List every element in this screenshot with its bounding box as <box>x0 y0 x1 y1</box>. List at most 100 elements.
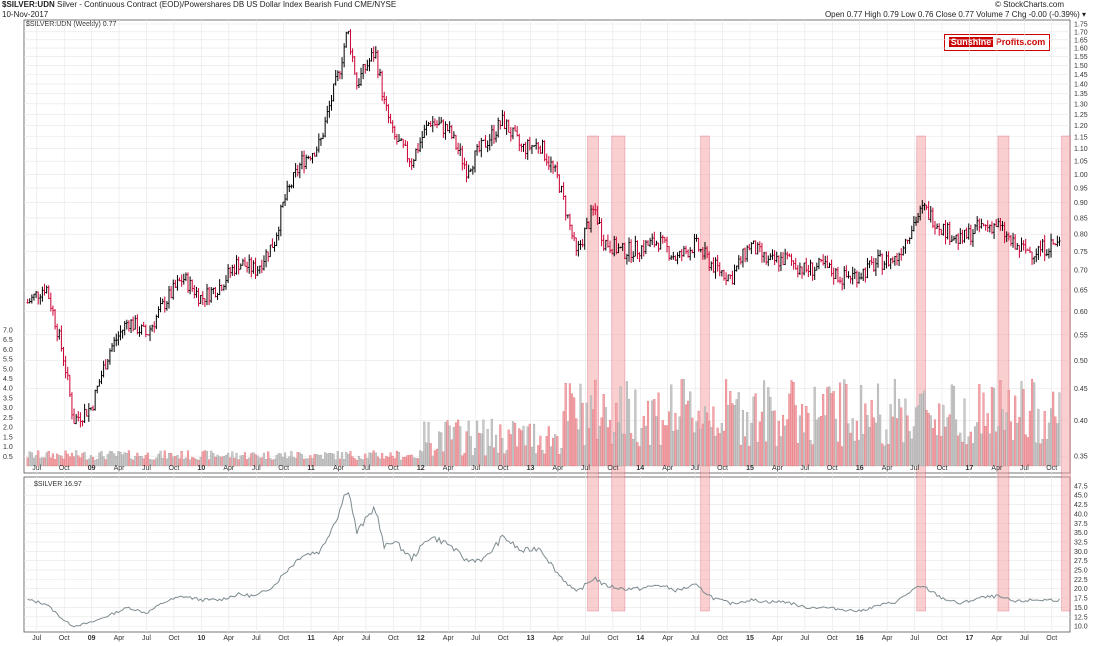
volume-bar <box>193 457 196 467</box>
volume-bar <box>305 458 308 467</box>
volume-bar <box>271 459 274 467</box>
volume-bar <box>28 451 31 467</box>
volume-tick-label: 6.5 <box>3 337 13 344</box>
volume-bar <box>328 453 331 467</box>
volume-bar <box>104 459 107 467</box>
volume-bar <box>906 415 909 467</box>
volume-bar <box>963 398 966 467</box>
volume-bar <box>459 426 462 467</box>
volume-bar <box>378 458 382 467</box>
volume-bar <box>769 396 772 467</box>
x-tick-label: 16 <box>856 635 864 642</box>
volume-bar <box>288 456 291 467</box>
volume-bar <box>687 400 690 467</box>
volume-bar <box>277 453 280 467</box>
volume-bar <box>885 429 888 467</box>
volume-bar <box>423 421 426 467</box>
volume-bar <box>1007 390 1010 467</box>
volume-bar <box>668 411 671 467</box>
volume-bar <box>431 455 434 467</box>
volume-bar <box>737 392 740 467</box>
x-tick-label: Oct <box>1046 635 1057 642</box>
volume-bar <box>936 435 939 467</box>
x-tick-label: Apr <box>662 635 674 642</box>
volume-bar <box>208 459 211 467</box>
lower-legend: $SILVER 16.97 <box>34 481 82 488</box>
volume-bar <box>425 442 428 467</box>
volume-bar <box>313 454 316 467</box>
volume-bar <box>113 453 116 467</box>
volume-bar <box>488 445 491 467</box>
volume-bar <box>182 459 185 467</box>
volume-bar <box>1014 395 1017 467</box>
y-tick-label: 1.65 <box>1074 37 1088 44</box>
volume-bar <box>503 453 506 467</box>
volume-bar <box>1003 430 1006 467</box>
volume-bar <box>85 459 88 467</box>
x-tick-label: 09 <box>88 465 96 472</box>
x-tick-label: Oct <box>388 465 399 472</box>
highlight-zone <box>997 135 1010 612</box>
volume-bar <box>570 393 574 467</box>
volume-bar <box>157 453 160 467</box>
x-tick-label: 17 <box>966 635 974 642</box>
volume-bar <box>298 452 301 467</box>
volume-bar <box>604 407 607 467</box>
volume-bar <box>817 417 820 467</box>
volume-bar <box>689 391 692 467</box>
y-tick-label: 1.75 <box>1074 22 1088 29</box>
volume-bar <box>98 452 101 467</box>
lower-y-tick-label: 40.0 <box>1074 511 1088 518</box>
volume-bar <box>1037 408 1040 467</box>
volume-bar <box>167 453 171 467</box>
volume-bar <box>682 379 685 467</box>
volume-bar <box>731 403 734 467</box>
volume-bar <box>784 425 787 467</box>
x-tick-label: Jul <box>252 635 261 642</box>
x-tick-label: Jul <box>581 465 590 472</box>
volume-bar <box>136 452 139 467</box>
volume-bar <box>195 459 198 467</box>
volume-bar <box>746 412 749 467</box>
volume-bar <box>581 403 584 467</box>
lower-y-tick-label: 35.0 <box>1074 530 1088 537</box>
lower-y-tick-label: 22.5 <box>1074 577 1088 584</box>
volume-bar <box>140 455 143 467</box>
volume-tick-label: 1.0 <box>3 444 13 451</box>
volume-bar <box>106 454 109 467</box>
volume-bar <box>1005 412 1008 467</box>
volume-bar <box>955 419 958 467</box>
volume-bar <box>533 423 536 467</box>
volume-bar <box>537 445 540 467</box>
volume-bar <box>35 455 38 467</box>
volume-bar <box>940 435 943 467</box>
volume-bar <box>66 453 69 467</box>
volume-bar <box>615 402 618 467</box>
volume-bar <box>606 427 609 467</box>
volume-bar <box>725 379 728 467</box>
volume-bar <box>132 459 135 467</box>
volume-bar <box>326 453 329 467</box>
volume-bar <box>408 455 411 467</box>
volume-bar <box>944 426 947 467</box>
volume-bar <box>803 432 806 467</box>
volume-bar <box>1043 411 1046 467</box>
volume-bar <box>819 416 823 467</box>
volume-bar <box>1033 382 1036 467</box>
volume-bar <box>600 417 603 467</box>
volume-bar <box>197 459 200 467</box>
volume-bar <box>256 455 259 467</box>
volume-bar <box>267 451 270 467</box>
volume-bar <box>41 457 44 467</box>
y-tick-label: 1.20 <box>1074 123 1088 130</box>
volume-bar <box>813 386 816 467</box>
lower-y-tick-label: 42.5 <box>1074 502 1088 509</box>
volume-bar <box>657 392 660 467</box>
volume-bar <box>252 452 255 467</box>
volume-bar <box>172 456 175 467</box>
volume-bar <box>798 415 801 467</box>
volume-bar <box>1024 434 1027 467</box>
volume-bar <box>218 456 221 467</box>
volume-tick-label: 3.0 <box>3 405 13 412</box>
lower-y-tick-label: 20.0 <box>1074 586 1088 593</box>
